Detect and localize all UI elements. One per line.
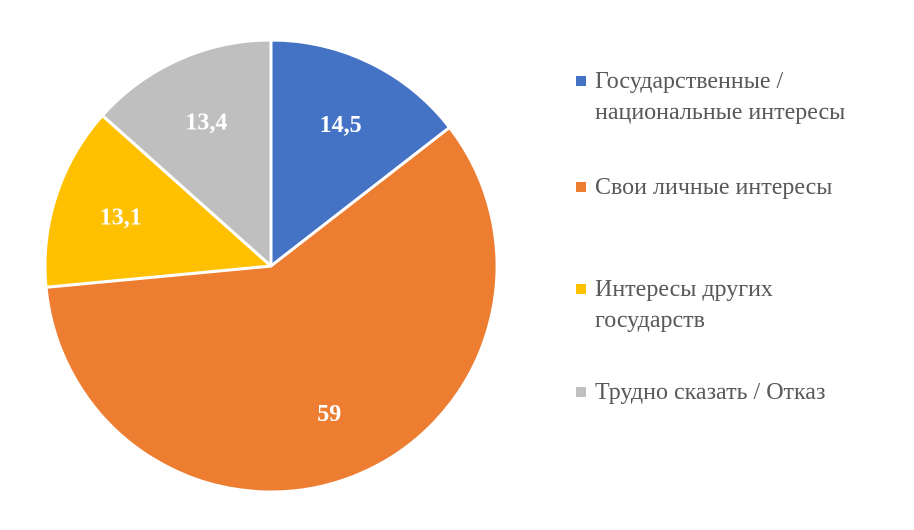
- pie-slice-state-interests: [269, 38, 452, 268]
- legend-swatch-state-interests: [576, 76, 586, 86]
- legend-label-state-interests: Государственные / национальные интересы: [595, 68, 846, 125]
- legend-label-hard-to-say: Трудно сказать / Отказ: [595, 379, 826, 405]
- pie-label-hard-to-say: 13,4: [185, 110, 227, 136]
- pie-slice-other-states-interests: [43, 113, 273, 289]
- pie-label-personal-interests: 59: [317, 401, 341, 427]
- legend-item-state-interests: Государственные / национальные интересы: [576, 66, 875, 128]
- legend-item-hard-to-say: Трудно сказать / Отказ: [576, 377, 875, 408]
- legend-swatch-hard-to-say: [576, 387, 586, 397]
- pie-label-state-interests: 14,5: [320, 112, 362, 138]
- legend-item-personal-interests: Свои личные интересы: [576, 172, 875, 203]
- pie-slice-hard-to-say: [100, 38, 273, 268]
- pie-label-other-states-interests: 13,1: [100, 205, 142, 231]
- legend-swatch-other-states-interests: [576, 284, 586, 294]
- legend-swatch-personal-interests: [576, 182, 586, 192]
- legend-label-personal-interests: Свои личные интересы: [595, 174, 833, 200]
- legend-item-other-states-interests: Интересы других государств: [576, 274, 875, 336]
- pie-slice-personal-interests: [44, 125, 499, 494]
- legend-label-other-states-interests: Интересы других государств: [595, 276, 773, 333]
